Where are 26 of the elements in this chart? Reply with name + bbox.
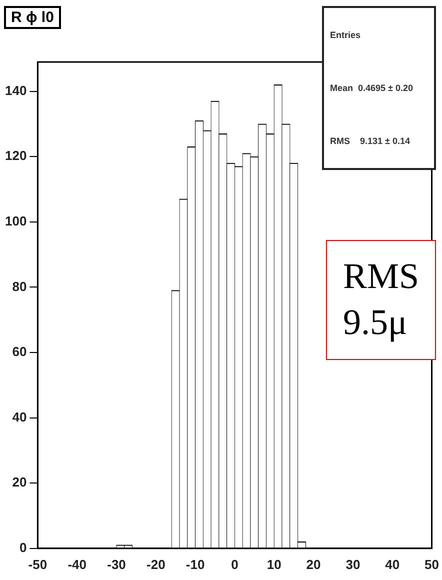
x-tick-label: -20 bbox=[146, 556, 166, 572]
annotation: 9.5μ bbox=[343, 301, 408, 344]
annotation: Mean 0.4695 ± 0.20 bbox=[330, 82, 414, 93]
y-tick-label: 20 bbox=[12, 474, 27, 490]
x-tick-label: 20 bbox=[306, 556, 321, 572]
x-tick-label: -40 bbox=[68, 556, 86, 572]
note-box: RMS 9.5μ bbox=[326, 240, 436, 360]
y-tick-label: 60 bbox=[12, 344, 27, 360]
x-tick-label: 10 bbox=[266, 556, 282, 572]
y-tick-label: 40 bbox=[12, 409, 27, 424]
y-tick-label: 80 bbox=[12, 278, 27, 294]
x-tick-label: 40 bbox=[385, 556, 400, 572]
x-tick-label: 50 bbox=[424, 556, 440, 572]
x-tick-label: -10 bbox=[186, 556, 205, 572]
annotation: RMS bbox=[343, 255, 420, 298]
stats-box: Entries Mean 0.4695 ± 0.20 RMS 9.131 ± 0.14 bbox=[322, 6, 436, 170]
x-tick-label: 30 bbox=[346, 556, 360, 572]
chart-title: R ϕ l0 bbox=[4, 6, 61, 29]
y-tick-label: 100 bbox=[4, 214, 27, 229]
x-tick-label: 0 bbox=[231, 556, 238, 572]
y-tick-label: 140 bbox=[4, 82, 27, 98]
x-tick-label: -50 bbox=[28, 556, 48, 572]
y-tick-label: 0 bbox=[19, 540, 27, 555]
annotation: RMS 9.131 ± 0.14 bbox=[330, 136, 411, 146]
y-tick-label: 120 bbox=[4, 148, 27, 164]
x-tick-label: -30 bbox=[107, 556, 126, 572]
